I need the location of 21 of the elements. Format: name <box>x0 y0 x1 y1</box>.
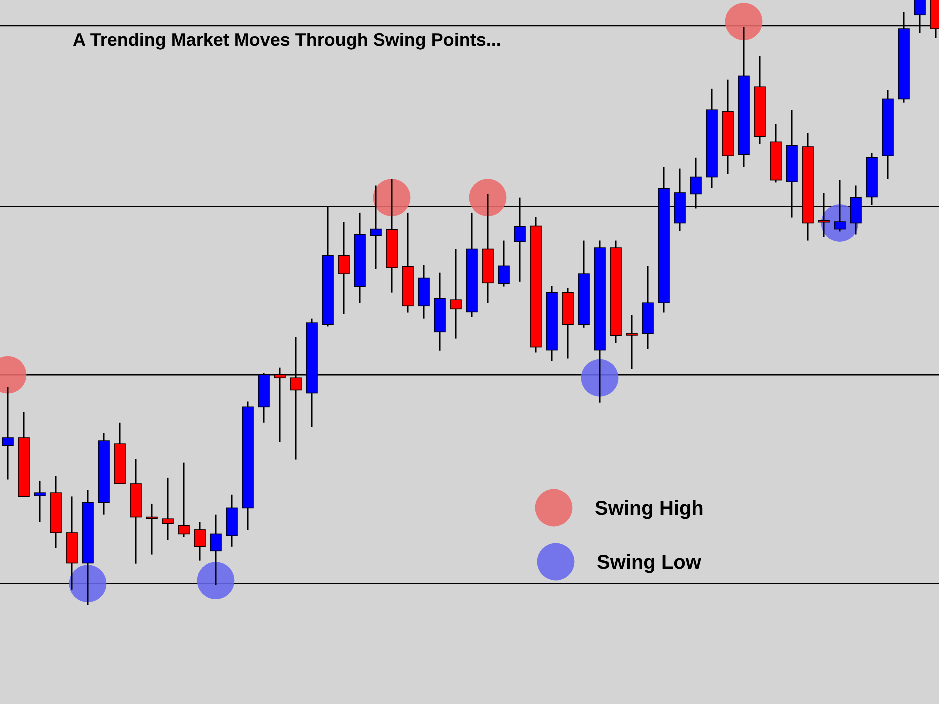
legend-label: Swing High <box>595 498 704 520</box>
candlestick <box>146 503 158 556</box>
point <box>469 179 507 217</box>
candlestick <box>834 180 846 232</box>
candlestick <box>162 477 174 542</box>
candlestick <box>194 521 206 562</box>
text: A Trending Market Moves Through Swing Points... <box>73 30 502 50</box>
candlestick <box>210 514 222 586</box>
candlestick <box>338 221 350 315</box>
candlestick <box>498 240 510 288</box>
point <box>725 3 763 40</box>
point <box>197 562 235 600</box>
point <box>581 359 619 397</box>
candlestick <box>178 462 190 538</box>
point <box>373 179 411 217</box>
candlestick <box>626 314 638 370</box>
candlestick <box>2 386 14 481</box>
candlestick <box>450 248 462 340</box>
point <box>69 565 107 602</box>
candlestick <box>34 480 46 523</box>
legend-label: Swing Low <box>597 552 702 574</box>
